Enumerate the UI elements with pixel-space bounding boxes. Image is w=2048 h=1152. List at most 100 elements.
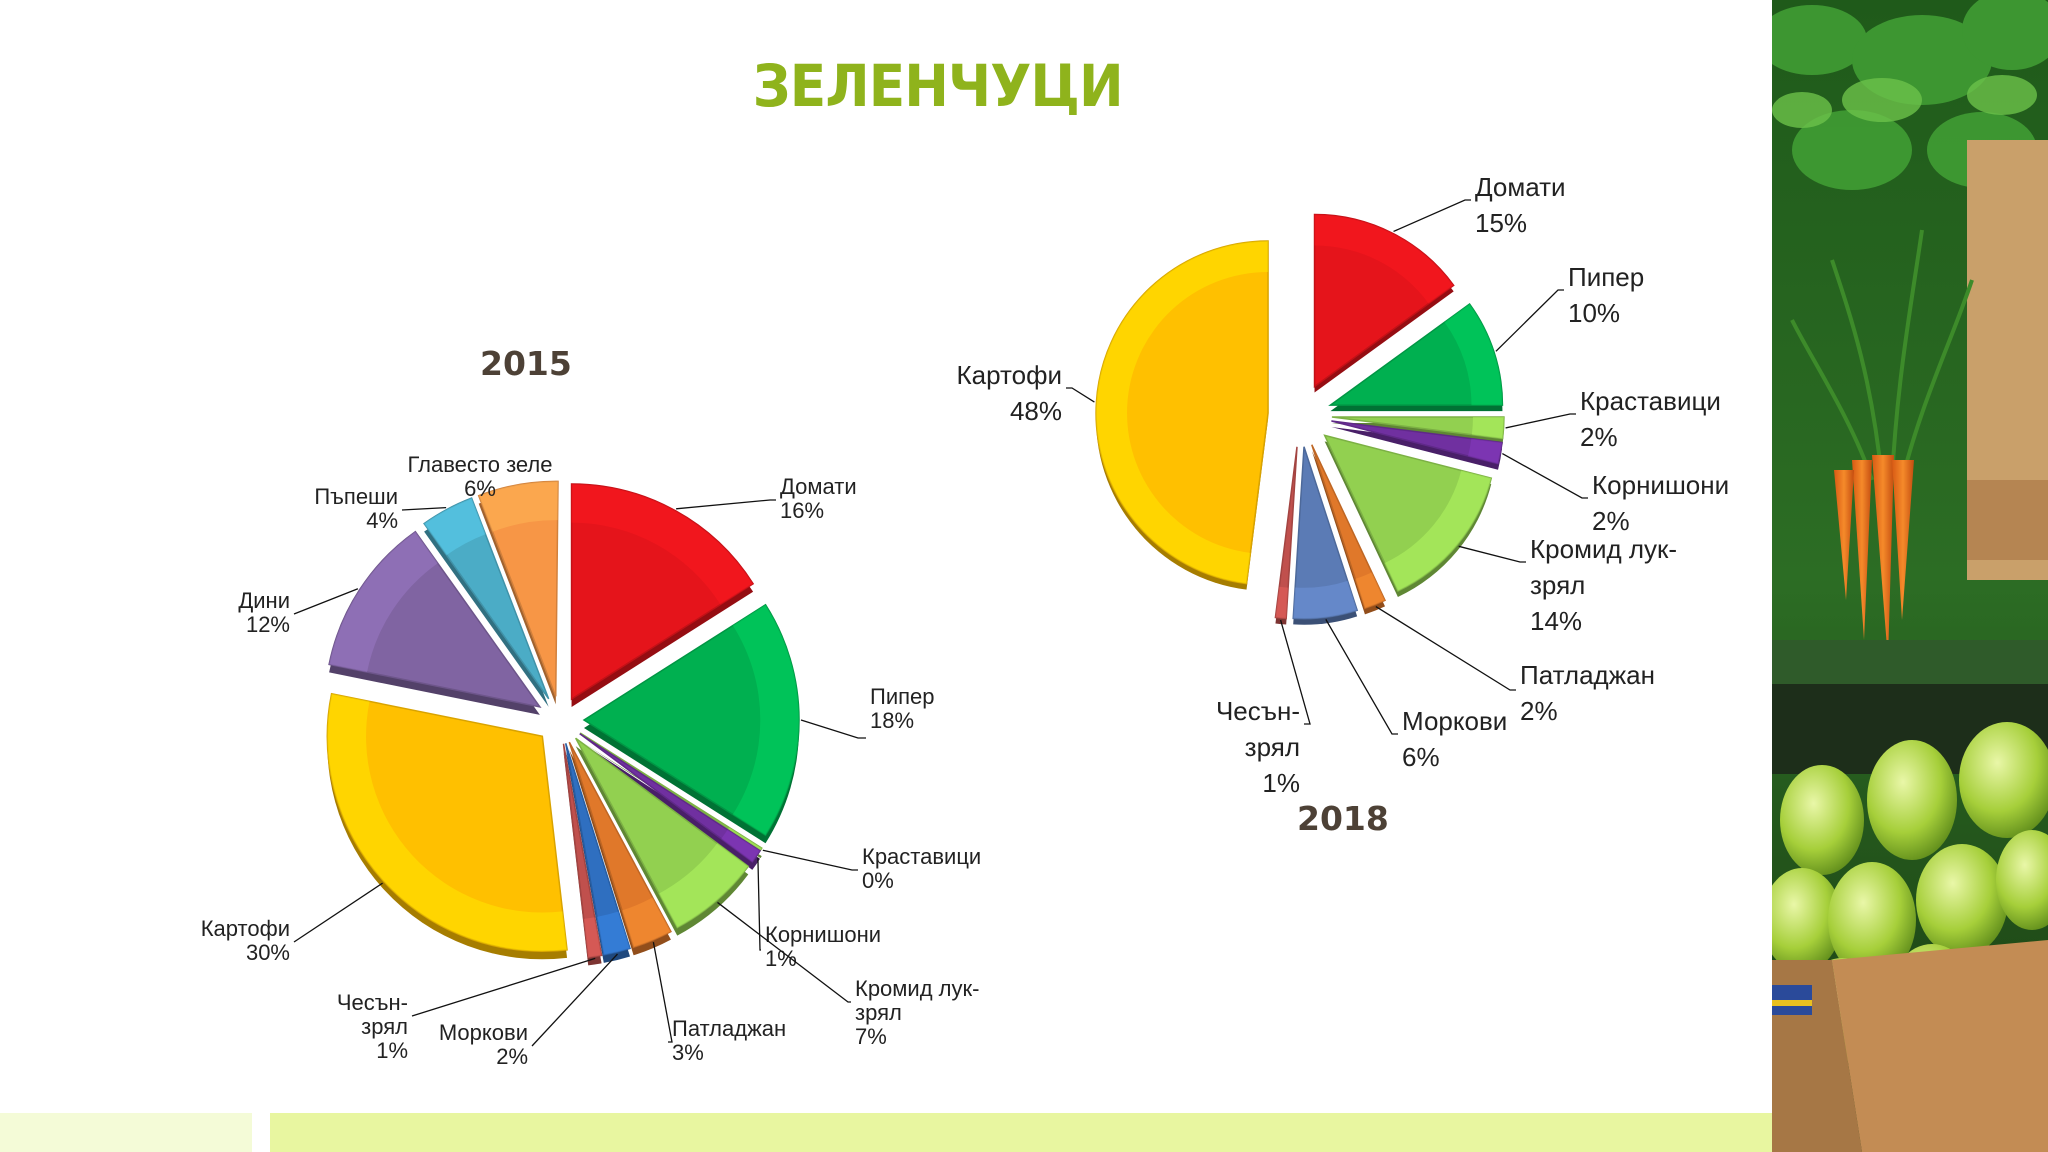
slice-label: Кромид лук-зрял 7%: [855, 976, 979, 1049]
slice-label-line: Чесън-: [337, 990, 408, 1015]
slice-label: Патладжан 2%: [1520, 660, 1655, 726]
slice-label: Краставици 2%: [1580, 386, 1721, 452]
slice-label-line: Патладжан: [1520, 660, 1655, 690]
leader-line: [293, 588, 359, 615]
slice-label-line: 2%: [1580, 422, 1618, 452]
slice-label: Картофи 30%: [201, 916, 290, 965]
slice-label-line: 0%: [862, 868, 894, 893]
pie-slice-highlight: [721, 829, 761, 862]
pie-slice-highlight: [596, 911, 631, 955]
leader-line: [1393, 199, 1471, 233]
slice-label-line: 18%: [870, 708, 914, 733]
leader-line: [1502, 453, 1588, 499]
pie-slice: [564, 743, 631, 956]
slice-label-line: Картофи: [957, 360, 1063, 390]
slice-label-line: Корнишони: [1592, 470, 1729, 500]
slice-label-line: Домати: [1475, 172, 1566, 202]
slice-label-line: Моркови: [439, 1020, 528, 1045]
chart-2018-title: 2018: [1297, 799, 1389, 838]
leader-line: [676, 499, 776, 510]
leader-line: [757, 857, 761, 951]
slice-label-line: Кромид лук-: [855, 976, 979, 1001]
leader-line: [293, 882, 383, 943]
slice-label-line: 12%: [246, 612, 290, 637]
slice-label-line: 6%: [464, 476, 496, 501]
slice-label-line: 1%: [1262, 768, 1300, 798]
slice-label-line: зрял: [361, 1014, 408, 1039]
slice-label-line: 3%: [672, 1040, 704, 1065]
slice-label: Пъпеши 4%: [314, 484, 398, 533]
slice-label-line: Дини: [238, 588, 290, 613]
slice-label: Пипер 18%: [870, 684, 935, 733]
pie-slice-highlight: [1468, 438, 1503, 464]
slice-label-line: Домати: [780, 474, 857, 499]
pie-slice-highlight: [1471, 417, 1504, 439]
slice-label: Картофи 48%: [957, 360, 1063, 426]
slice-label-line: Пипер: [870, 684, 935, 709]
pie-slice-highlight: [728, 827, 762, 851]
slice-label: Моркови 2%: [439, 1020, 528, 1069]
pie-slice: [1095, 240, 1269, 585]
slice-label: Моркови 6%: [1402, 706, 1507, 772]
leader-line: [1066, 387, 1095, 403]
pie-slice-highlight: [1275, 586, 1289, 619]
pie-slice: [568, 741, 672, 949]
leader-line: [1458, 545, 1526, 563]
slice-label-line: 30%: [246, 940, 290, 965]
slice-label-line: Патладжан: [672, 1016, 786, 1041]
leader-line: [717, 901, 851, 1003]
pie-slice: [328, 530, 542, 709]
leader-line: [401, 506, 447, 511]
pie-slice-highlight: [658, 843, 749, 928]
pie-slice-shadow: [1331, 426, 1503, 470]
pie-slice: [326, 692, 568, 952]
slice-label-line: 4%: [366, 508, 398, 533]
slice-label-line: Пипер: [1568, 262, 1644, 292]
slice-label-line: Краставици: [862, 844, 981, 869]
slice-label-line: Кромид лук-: [1530, 534, 1677, 564]
slice-label-line: 15%: [1475, 208, 1527, 238]
slice-label-line: Пъпеши: [314, 484, 398, 509]
leader-line: [411, 957, 596, 1017]
pie-slice: [562, 743, 603, 959]
pie-slice-highlight: [1355, 572, 1386, 609]
slice-label: Краставици 0%: [862, 844, 981, 893]
pie-slice: [477, 480, 559, 697]
slice-label-line: 48%: [1010, 396, 1062, 426]
slice-label: Корнишони 2%: [1592, 470, 1729, 536]
pie-slice: [1328, 302, 1504, 406]
slice-label-line: Краставици: [1580, 386, 1721, 416]
slice-label: Дини 12%: [238, 588, 290, 637]
slice-label-line: 2%: [1592, 506, 1630, 536]
pie-slice: [575, 737, 750, 929]
pie-slice: [570, 483, 755, 701]
slice-label-line: 14%: [1530, 606, 1582, 636]
slice-label-line: 6%: [1402, 742, 1440, 772]
pie-chart-2015: Домати 16% Пипер 18% Краставици 0% Корнишони 1%…: [201, 452, 981, 1069]
leader-line: [1325, 619, 1398, 735]
slice-label-line: Картофи: [201, 916, 290, 941]
pie-slice-highlight: [583, 917, 602, 958]
slice-label: Патладжан 3%: [672, 1016, 786, 1065]
pie-chart-2018: Домати 15% Пипер 10% Краставици 2% Корнишони 2%…: [957, 172, 1730, 798]
pie-slice-highlight: [1096, 240, 1269, 584]
slice-label-line: зрял: [1530, 570, 1585, 600]
slice-label-line: 16%: [780, 498, 824, 523]
slice-label-line: Моркови: [1402, 706, 1507, 736]
pie-slice-highlight: [327, 693, 568, 952]
slice-label-line: 10%: [1568, 298, 1620, 328]
leader-line: [1279, 619, 1311, 725]
slice-label: Пипер 10%: [1568, 262, 1644, 328]
leader-line: [531, 953, 618, 1047]
pie-slice-highlight: [478, 481, 559, 532]
pie-slice-highlight: [571, 483, 754, 605]
slice-label-line: зрял: [855, 1000, 902, 1025]
pie-slice-highlight: [1444, 304, 1503, 406]
slice-label-line: 1%: [376, 1038, 408, 1063]
vegetables-photo: [1772, 0, 2048, 1152]
slice-label-line: 2%: [1520, 696, 1558, 726]
pie-slice-highlight: [329, 531, 438, 673]
pie-slice: [1311, 444, 1387, 610]
slice-label: Главесто зеле 6%: [407, 452, 552, 501]
slice-label-line: 2%: [496, 1044, 528, 1069]
